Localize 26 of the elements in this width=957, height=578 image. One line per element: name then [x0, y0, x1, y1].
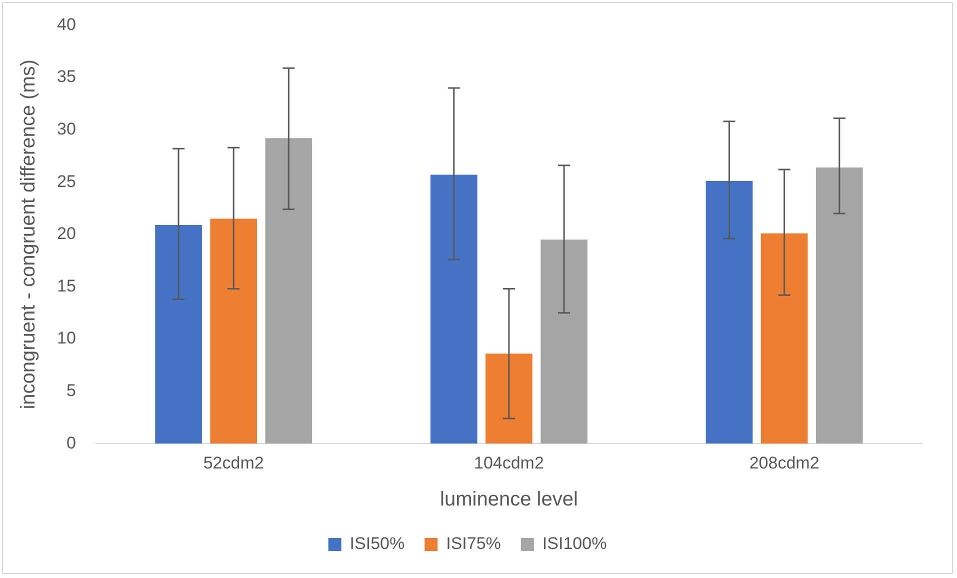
- bar: [210, 218, 257, 444]
- y-tick-label: 10: [56, 328, 76, 348]
- bar: [486, 354, 532, 444]
- bar: [265, 138, 312, 444]
- y-tick-label: 5: [66, 380, 76, 400]
- legend-label: ISI50%: [350, 534, 405, 554]
- y-tick-label: 0: [66, 433, 76, 452]
- y-tick-label: 30: [56, 119, 76, 138]
- y-tick-label: 25: [56, 172, 76, 191]
- y-tick-label: 35: [56, 67, 76, 86]
- bar: [430, 174, 478, 444]
- x-tick-label: 104cdm2: [474, 453, 544, 472]
- y-tick-label: 15: [56, 276, 76, 296]
- x-axis-title: luminence level: [440, 488, 578, 511]
- bar: [540, 240, 588, 444]
- bar: [706, 181, 753, 444]
- y-tick-label: 20: [56, 224, 76, 244]
- x-tick-label: 208cdm2: [749, 453, 820, 472]
- bar: [816, 167, 863, 444]
- y-axis-title: incongruent - congruent difference (ms): [18, 59, 40, 410]
- legend-label: ISI100%: [542, 534, 607, 554]
- legend-label: ISI75%: [446, 534, 501, 554]
- bar: [155, 224, 202, 444]
- x-tick-label: 52cdm2: [203, 453, 264, 472]
- bar: [760, 233, 808, 444]
- y-tick-label: 40: [56, 14, 76, 34]
